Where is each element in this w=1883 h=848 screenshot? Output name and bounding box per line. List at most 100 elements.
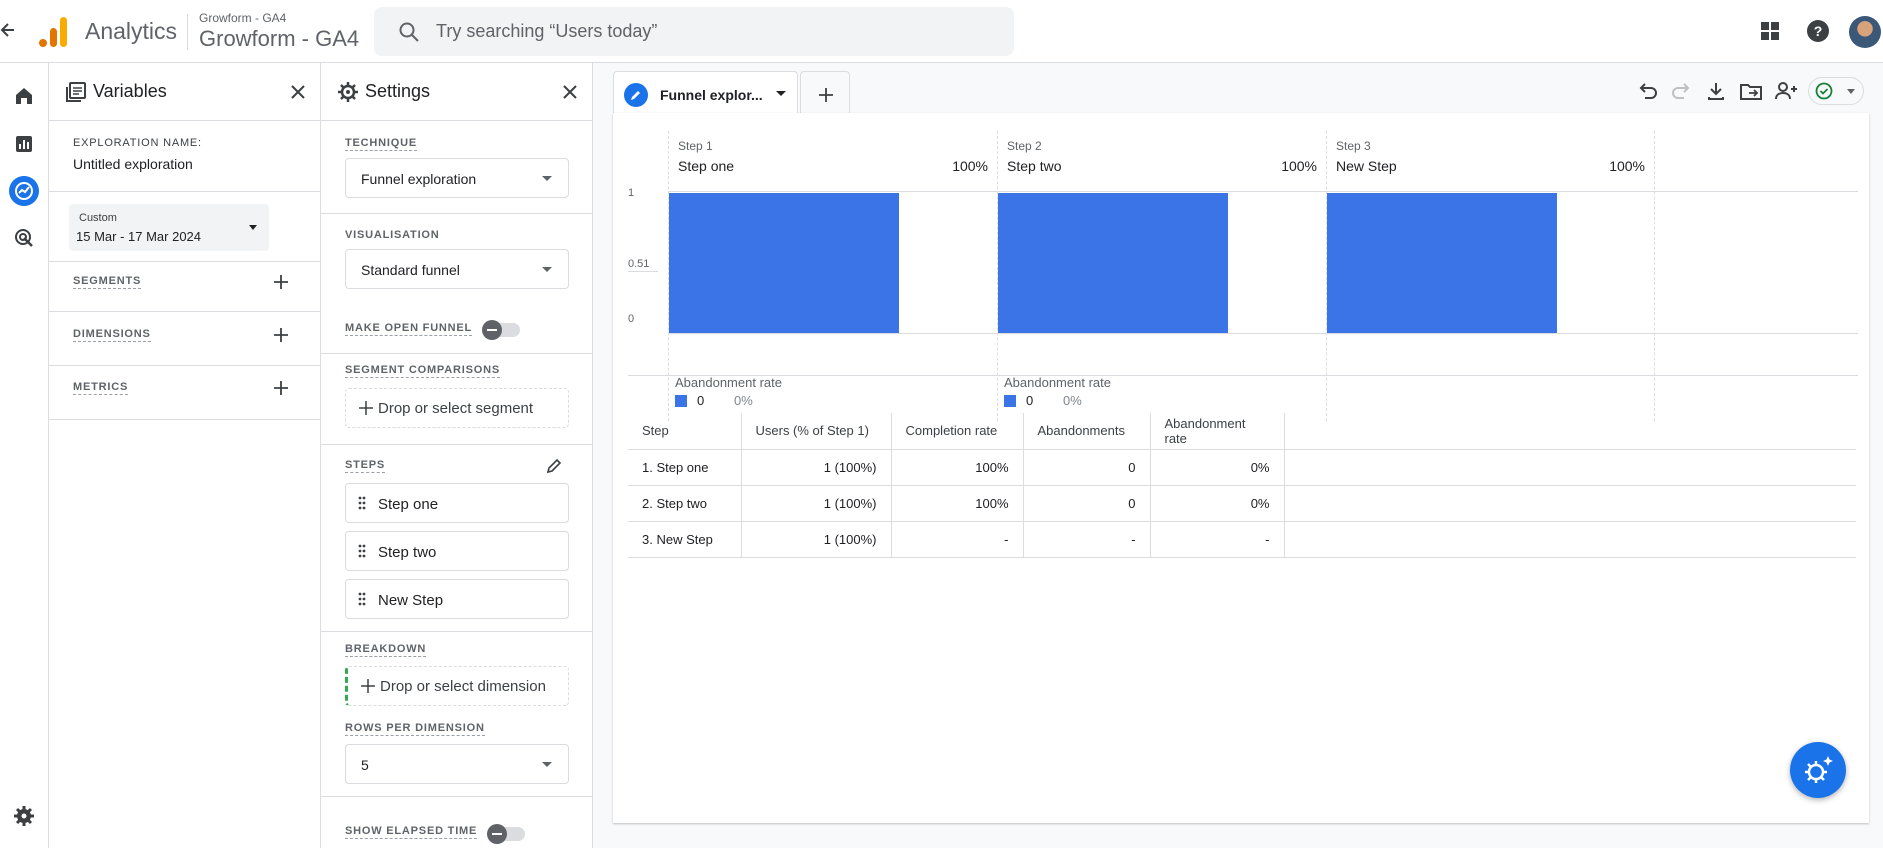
drag-handle-icon[interactable] xyxy=(358,591,366,607)
plus-icon[interactable] xyxy=(272,326,290,344)
search-input[interactable] xyxy=(436,21,996,42)
step-item[interactable]: New Step xyxy=(345,579,569,619)
download-icon[interactable] xyxy=(1703,78,1729,104)
col-header[interactable]: Abandonments xyxy=(1023,413,1151,450)
close-icon[interactable] xyxy=(288,82,308,102)
abandonment-swatch xyxy=(675,395,687,407)
col-header[interactable]: Abandonment rate xyxy=(1150,413,1285,450)
pencil-icon[interactable] xyxy=(545,457,563,475)
chevron-down-icon[interactable] xyxy=(776,91,786,96)
close-icon[interactable] xyxy=(560,82,580,102)
segment-drop-zone[interactable]: Drop or select segment xyxy=(345,388,569,428)
help-icon[interactable]: ? xyxy=(1804,17,1832,45)
plus-icon xyxy=(358,400,374,416)
undo-icon[interactable] xyxy=(1634,78,1660,104)
table-cell xyxy=(1284,521,1856,558)
status-button[interactable] xyxy=(1808,77,1864,105)
breakdown-label: BREAKDOWN xyxy=(345,643,427,657)
advertising-icon[interactable] xyxy=(9,223,39,253)
toggle-knob xyxy=(487,824,507,844)
table-row: 1. Step one 1 (100%) 100% 0 0% xyxy=(628,449,1856,486)
account-name[interactable]: Growform - GA4 xyxy=(199,11,287,25)
share-icon[interactable] xyxy=(1773,78,1799,104)
segments-label: SEGMENTS xyxy=(73,275,142,289)
settings-panel: Settings TECHNIQUE Funnel exploration VI… xyxy=(321,63,593,848)
divider xyxy=(49,261,320,262)
reports-icon[interactable] xyxy=(9,129,39,159)
search-bar[interactable] xyxy=(374,7,1014,56)
table-row: 3. New Step 1 (100%) - - - xyxy=(628,521,1856,558)
back-arrow-icon[interactable] xyxy=(0,18,18,42)
technique-dropdown[interactable]: Funnel exploration xyxy=(345,158,569,198)
pencil-icon[interactable] xyxy=(624,83,648,107)
y-tick: 0 xyxy=(628,313,635,325)
step-item[interactable]: Step two xyxy=(345,531,569,571)
avatar[interactable] xyxy=(1849,16,1881,48)
chevron-down-icon xyxy=(249,225,257,230)
rows-value: 5 xyxy=(361,757,369,773)
col-header[interactable]: Step xyxy=(628,413,742,450)
plus-icon[interactable] xyxy=(272,273,290,291)
exploration-name[interactable]: Untitled exploration xyxy=(73,156,193,172)
rows-per-dimension-dropdown[interactable]: 5 xyxy=(345,744,569,784)
panel-title: Settings xyxy=(365,81,431,101)
date-range: 15 Mar - 17 Mar 2024 xyxy=(76,229,202,244)
plus-icon[interactable] xyxy=(272,379,290,397)
table-cell: - xyxy=(1023,521,1151,558)
plus-icon xyxy=(819,88,833,102)
chart-bottom-rule xyxy=(628,375,1858,376)
tab-funnel-exploration[interactable]: Funnel explor... xyxy=(613,71,798,115)
table-cell: 0% xyxy=(1150,449,1285,486)
move-folder-icon[interactable] xyxy=(1738,78,1764,104)
property-name[interactable]: Growform - GA4 xyxy=(199,26,360,51)
home-icon[interactable] xyxy=(9,81,39,111)
date-range-picker[interactable]: Custom 15 Mar - 17 Mar 2024 xyxy=(69,204,269,251)
funnel-bar[interactable] xyxy=(669,193,899,333)
visualisation-dropdown[interactable]: Standard funnel xyxy=(345,249,569,289)
variables-panel: Variables EXPLORATION NAME: Untitled exp… xyxy=(49,63,321,848)
table-cell: 0 xyxy=(1023,449,1151,486)
top-bar: Analytics Growform - GA4 Growform - GA4 … xyxy=(0,0,1883,63)
check-circle-icon xyxy=(1815,82,1833,100)
explore-icon[interactable] xyxy=(9,176,39,206)
left-nav xyxy=(0,63,49,848)
insights-button[interactable] xyxy=(1790,742,1846,798)
table-cell xyxy=(1284,485,1856,522)
abandonment-percent: 0% xyxy=(1063,393,1082,408)
step-name-label: New Step xyxy=(1336,158,1397,174)
visualisation-value: Standard funnel xyxy=(361,262,460,278)
analytics-logo-icon[interactable] xyxy=(38,16,68,48)
technique-label: TECHNIQUE xyxy=(345,137,417,151)
plus-icon xyxy=(360,678,376,694)
breakdown-drop-zone[interactable]: Drop or select dimension xyxy=(345,666,569,706)
divider xyxy=(49,365,320,366)
col-header[interactable]: Completion rate xyxy=(891,413,1024,450)
step-item[interactable]: Step one xyxy=(345,483,569,523)
open-funnel-toggle[interactable] xyxy=(482,320,520,340)
table-header-row: Step Users (% of Step 1) Completion rate… xyxy=(628,413,1856,450)
elapsed-time-toggle[interactable] xyxy=(487,824,525,844)
exploration-canvas: Funnel explor... 1 0.51 0 Step 1 Step one… xyxy=(593,63,1883,848)
add-tab-button[interactable] xyxy=(800,71,850,115)
funnel-bar[interactable] xyxy=(998,193,1228,333)
funnel-table: Step Users (% of Step 1) Completion rate… xyxy=(628,413,1856,558)
variables-icon xyxy=(65,81,87,103)
redo-icon[interactable] xyxy=(1669,78,1695,104)
rows-per-dimension-label: ROWS PER DIMENSION xyxy=(345,722,485,736)
table-cell: - xyxy=(1150,521,1285,558)
y-gridline xyxy=(628,271,658,272)
abandonment-value: 0 xyxy=(1026,393,1034,408)
toggle-knob xyxy=(482,320,502,340)
drag-handle-icon[interactable] xyxy=(358,495,366,511)
y-tick: 0.51 xyxy=(628,258,650,270)
funnel-bar[interactable] xyxy=(1327,193,1557,333)
admin-gear-icon[interactable] xyxy=(9,801,39,831)
col-header[interactable]: Users (% of Step 1) xyxy=(741,413,892,450)
step-name: New Step xyxy=(378,592,444,609)
table-cell: 0% xyxy=(1150,485,1285,522)
table-cell: 0 xyxy=(1023,485,1151,522)
table-cell: 1 (100%) xyxy=(741,449,892,486)
apps-grid-icon[interactable] xyxy=(1756,17,1784,45)
drag-handle-icon[interactable] xyxy=(358,543,366,559)
chart-baseline xyxy=(668,333,1858,334)
